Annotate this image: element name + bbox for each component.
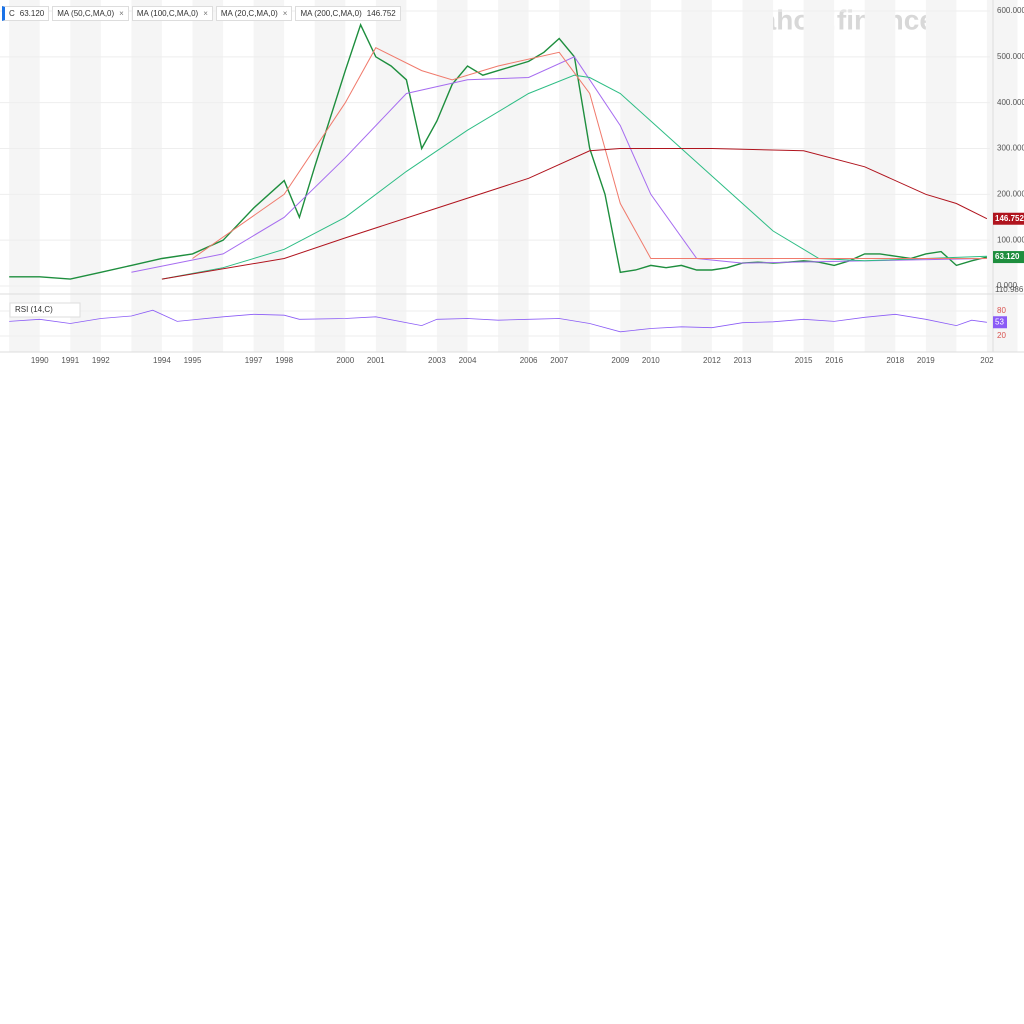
x-tick-label: 2016 [825,356,843,365]
y-tick-label: 600.000 [997,6,1024,15]
x-tick-label: 2010 [642,356,660,365]
x-tick-label: 2003 [428,356,446,365]
x-tick-label: 1992 [92,356,110,365]
legend-value: 63.120 [19,9,45,18]
series-line [161,148,988,280]
y-tick-label: 0.000 [997,281,1018,290]
series-line [192,47,987,259]
year-stripe [375,0,407,352]
x-tick-label: 2001 [367,356,385,365]
year-stripe [131,0,162,352]
series-line [161,74,987,280]
year-stripe [498,0,529,352]
legend-chip[interactable]: MA (200,C,MA,0) 146.752 [295,6,401,21]
x-tick-label: 2006 [520,356,538,365]
y-tick-label: 100.000 [997,235,1024,244]
y-tick-label: 300.000 [997,144,1024,153]
legend-label: MA (100,C,MA,0) [136,9,199,18]
x-tick-label: 2004 [459,356,477,365]
legend-chip[interactable]: C 63.120 [2,6,50,21]
y-tick-label: 500.000 [997,52,1024,61]
x-tick-label: 2009 [611,356,629,365]
rsi-badge [993,316,1007,329]
year-stripe [986,0,1018,352]
year-stripe [864,0,896,352]
last-value-label: 63.120 [995,252,1020,261]
legend-chip[interactable]: MA (100,C,MA,0) × [131,6,213,21]
rsi-name: RSI (14,C) [15,305,53,314]
y-tick-label: 400.000 [997,98,1024,107]
legend-chip[interactable]: MA (50,C,MA,0) × [52,6,129,21]
legend-label: MA (50,C,MA,0) [57,9,115,18]
rsi-chip [9,302,81,318]
background [0,0,1024,353]
x-tick-label: 2019 [917,356,935,365]
last-value-badge [993,251,1024,264]
year-stripe [925,0,957,352]
x-tick-label: 1991 [61,356,79,365]
year-stripe [253,0,285,352]
volume-label: 110.986M [995,285,1024,294]
x-tick-label: 2007 [550,356,568,365]
legend: C 63.120 MA (50,C,MA,0) × MA (100,C,MA,0) × MA… [2,6,401,21]
last-value-label: 146.752 [995,214,1024,223]
x-tick-label: 2015 [795,356,813,365]
year-stripe [9,0,40,352]
legend-label: C [9,9,15,18]
x-tick-label: 2000 [336,356,354,365]
year-stripe [70,0,101,352]
legend-chip[interactable]: MA (20,C,MA,0) × [215,6,293,21]
legend-value: 146.752 [366,9,396,18]
year-stripe [681,0,712,352]
year-stripe [559,0,590,352]
x-tick-label: 1997 [245,356,263,365]
rsi-value: 53 [995,317,1004,326]
last-value-badge [993,212,1024,225]
rsi-line [9,309,987,333]
x-tick-label: 1990 [31,356,49,365]
year-stripe [436,0,468,352]
x-tick-label: 202 [980,356,994,365]
year-stripe [620,0,651,352]
year-stripe [803,0,835,352]
x-tick-label: 2012 [703,356,721,365]
x-tick-label: 2013 [734,356,752,365]
legend-label: MA (20,C,MA,0) [220,9,278,18]
x-tick-label: 2018 [886,356,904,365]
y-tick-label: 200.000 [997,189,1024,198]
rsi-tick-label: 20 [997,331,1006,340]
x-tick-label: 1994 [153,356,171,365]
year-stripe [192,0,224,352]
watermark: yahoo!finance [745,4,935,35]
legend-label: MA (200,C,MA,0) [300,9,362,18]
year-stripe [314,0,346,352]
rsi-tick-label: 80 [997,306,1006,315]
year-stripe [742,0,774,352]
x-tick-label: 1998 [275,356,293,365]
x-tick-label: 1995 [184,356,202,365]
